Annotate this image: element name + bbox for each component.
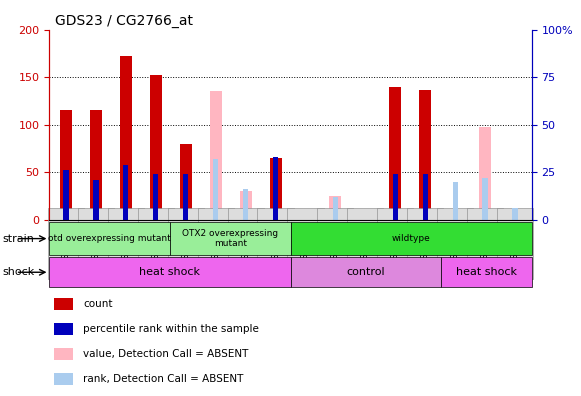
Text: GSM1360: GSM1360 xyxy=(331,222,340,265)
Bar xyxy=(422,174,428,220)
Bar xyxy=(63,170,69,220)
Bar xyxy=(150,75,162,220)
Bar xyxy=(453,182,458,220)
Text: GSM1364: GSM1364 xyxy=(451,222,460,265)
Bar xyxy=(183,174,188,220)
Text: value, Detection Call = ABSENT: value, Detection Call = ABSENT xyxy=(83,349,249,359)
Bar xyxy=(441,257,532,287)
Bar xyxy=(54,348,73,360)
Bar xyxy=(90,110,102,220)
Bar xyxy=(239,191,252,220)
Bar xyxy=(482,178,488,220)
Text: GSM1366: GSM1366 xyxy=(511,222,519,265)
Bar xyxy=(210,91,221,220)
Bar xyxy=(49,257,290,287)
Text: GDS23 / CG2766_at: GDS23 / CG2766_at xyxy=(55,14,193,28)
Bar xyxy=(389,87,401,220)
Text: rank, Detection Call = ABSENT: rank, Detection Call = ABSENT xyxy=(83,374,243,385)
Bar xyxy=(153,174,159,220)
Text: OTX2 overexpressing
mutant: OTX2 overexpressing mutant xyxy=(182,229,278,248)
Text: wildtype: wildtype xyxy=(392,234,431,243)
Text: count: count xyxy=(83,299,113,309)
Text: heat shock: heat shock xyxy=(139,267,200,277)
Bar xyxy=(120,56,132,220)
Bar xyxy=(93,180,99,220)
Bar xyxy=(123,165,128,220)
Bar xyxy=(170,222,290,255)
Bar xyxy=(290,222,532,255)
Bar xyxy=(290,257,441,287)
Bar xyxy=(54,323,73,335)
Bar xyxy=(329,196,342,220)
Text: heat shock: heat shock xyxy=(456,267,517,277)
Bar xyxy=(479,127,491,220)
Text: shock: shock xyxy=(3,267,35,277)
Bar xyxy=(49,222,170,255)
Text: GSM1351: GSM1351 xyxy=(62,222,70,265)
Text: GSM1361: GSM1361 xyxy=(361,222,370,265)
Text: GSM1354: GSM1354 xyxy=(151,222,160,265)
Text: GSM1356: GSM1356 xyxy=(211,222,220,265)
Text: GSM1363: GSM1363 xyxy=(421,222,430,265)
Bar xyxy=(54,373,73,385)
Bar xyxy=(419,89,431,220)
Bar xyxy=(213,159,218,220)
Bar xyxy=(60,110,72,220)
Bar xyxy=(512,208,518,220)
Bar xyxy=(270,158,282,220)
Bar xyxy=(273,157,278,220)
Text: GSM1358: GSM1358 xyxy=(271,222,280,265)
Text: GSM1352: GSM1352 xyxy=(91,222,101,265)
Bar xyxy=(243,189,248,220)
Text: control: control xyxy=(346,267,385,277)
Text: strain: strain xyxy=(3,234,35,244)
Text: GSM1355: GSM1355 xyxy=(181,222,190,265)
Text: percentile rank within the sample: percentile rank within the sample xyxy=(83,324,259,334)
Text: otd overexpressing mutant: otd overexpressing mutant xyxy=(48,234,171,243)
Text: GSM1365: GSM1365 xyxy=(480,222,490,265)
Bar xyxy=(180,144,192,220)
Bar xyxy=(393,174,398,220)
Text: GSM1362: GSM1362 xyxy=(391,222,400,265)
Bar xyxy=(333,197,338,220)
Text: GSM1353: GSM1353 xyxy=(121,222,130,265)
Bar xyxy=(54,298,73,310)
Text: GSM1357: GSM1357 xyxy=(241,222,250,265)
Text: GSM1359: GSM1359 xyxy=(301,222,310,265)
